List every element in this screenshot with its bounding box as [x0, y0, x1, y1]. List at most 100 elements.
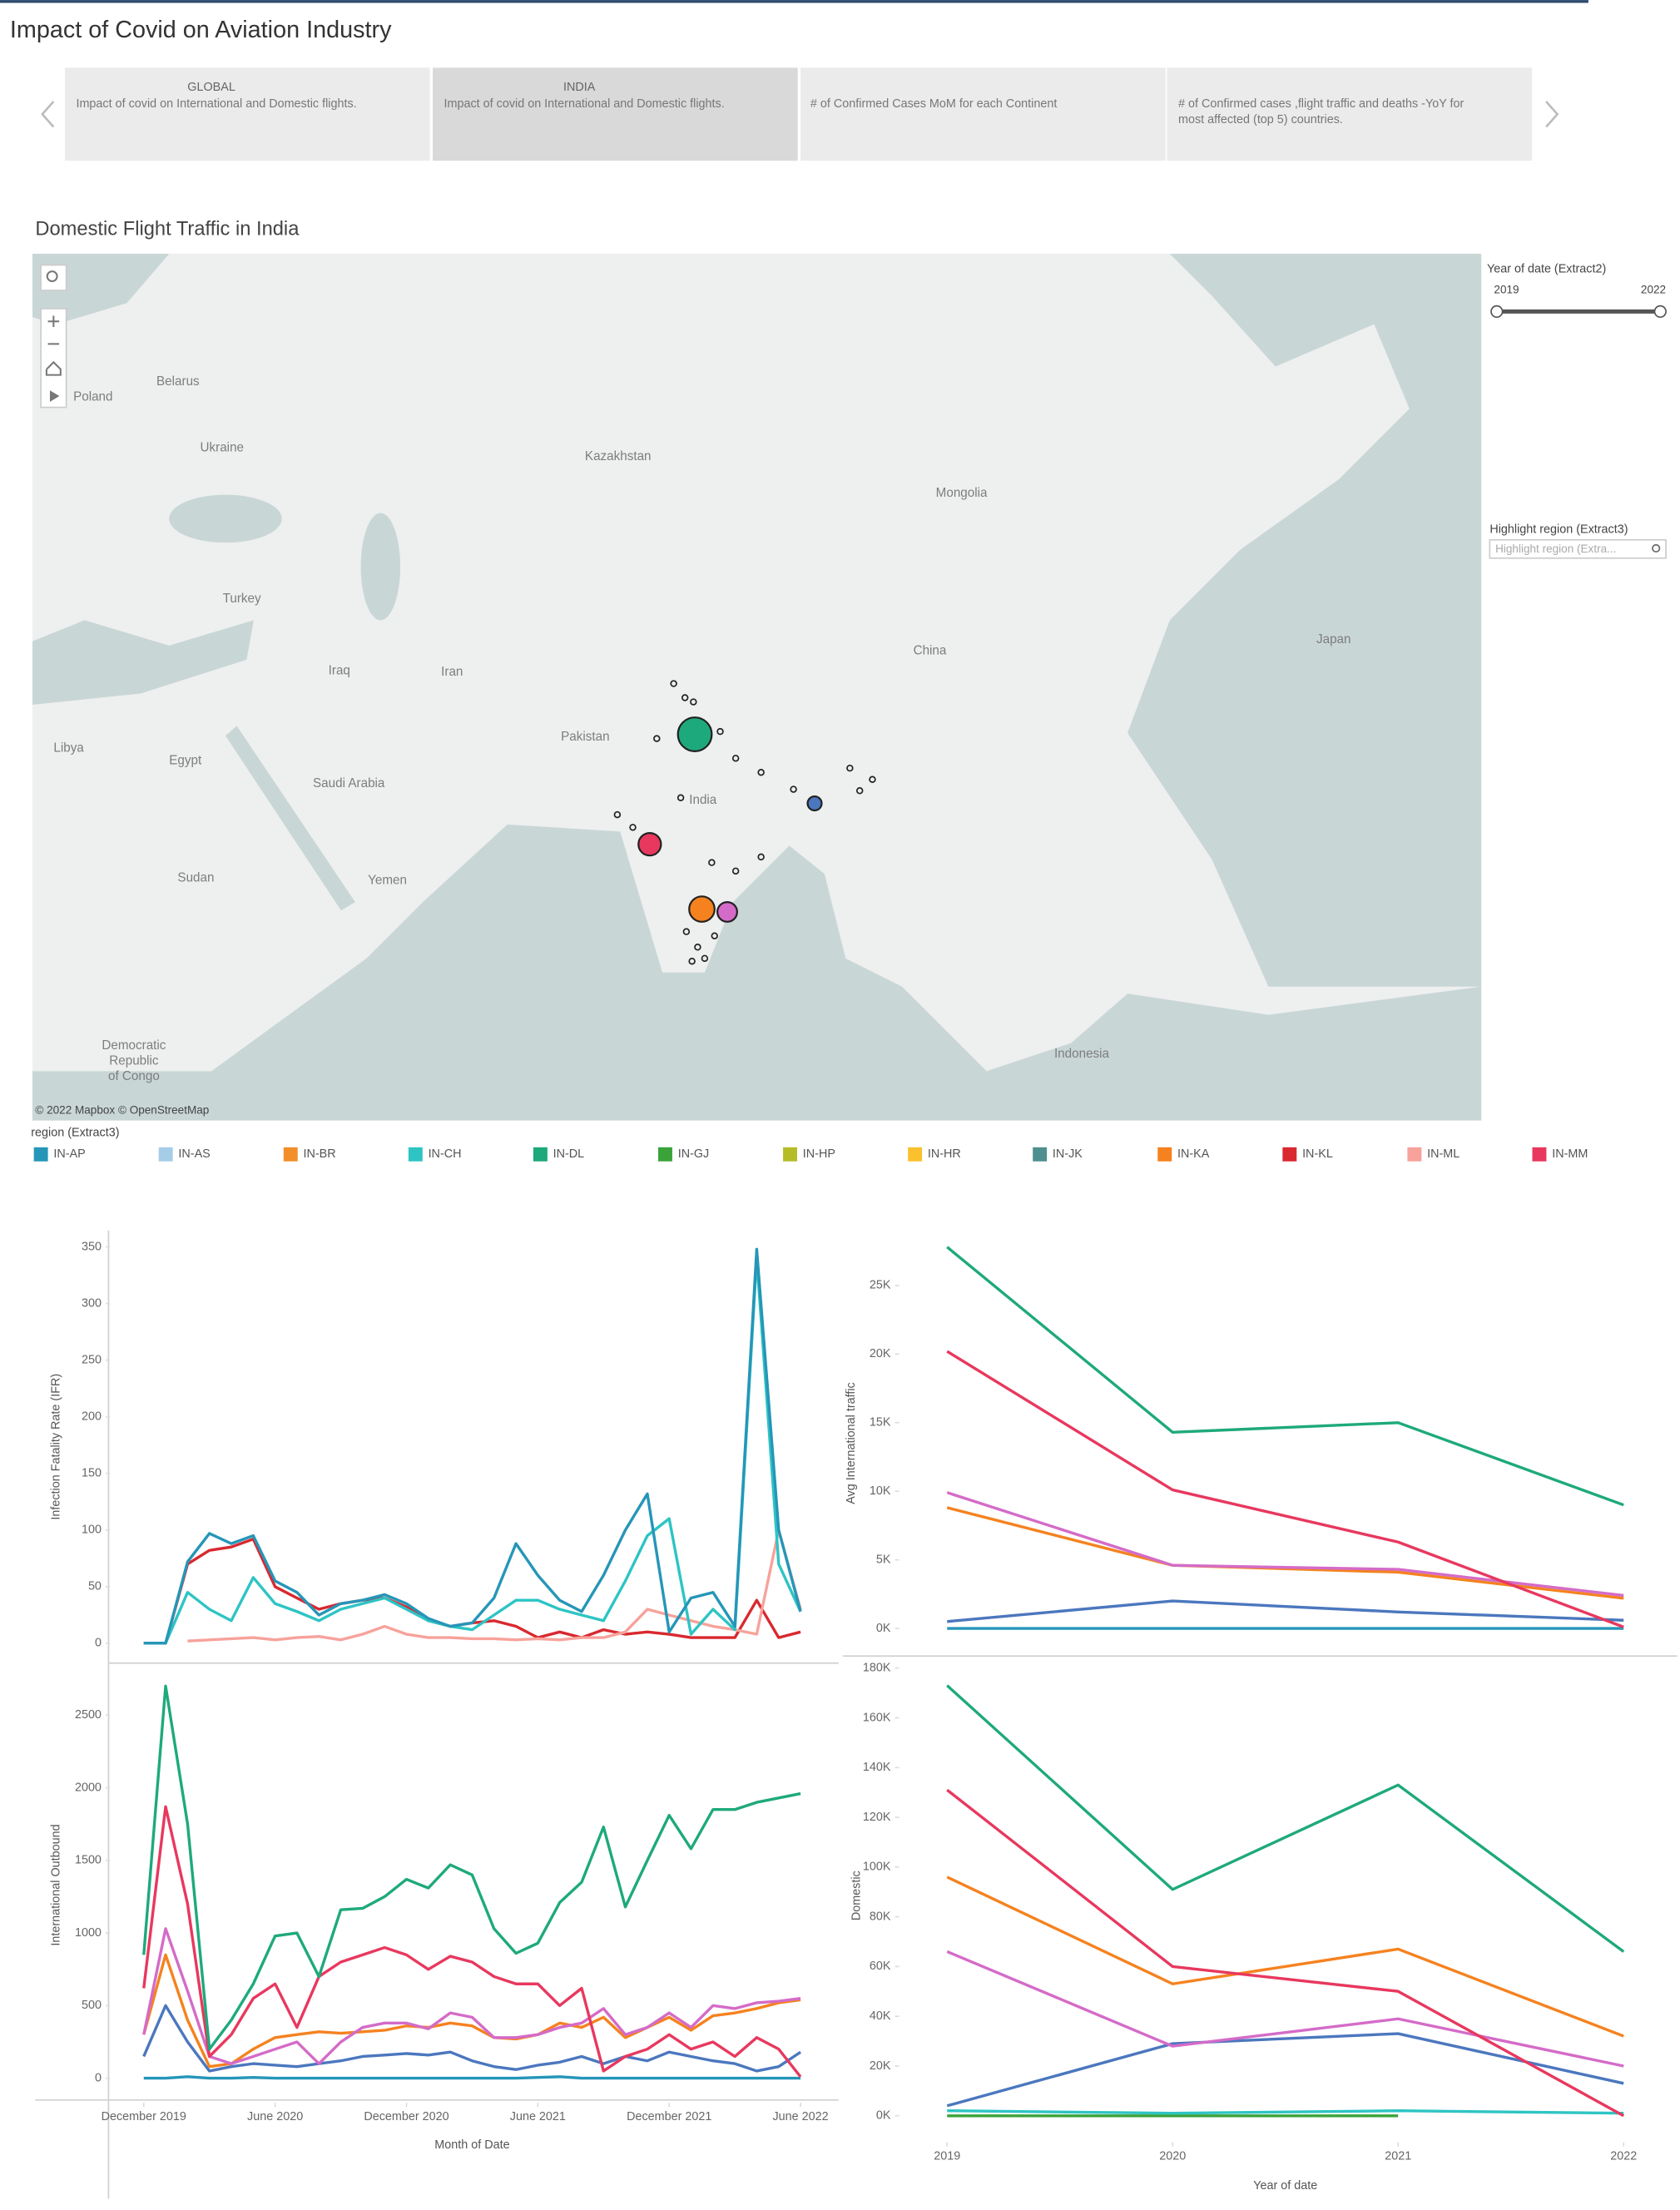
slider-min: 2019 — [1494, 284, 1519, 296]
series-line[interactable] — [946, 1950, 1624, 2068]
bubble[interactable] — [613, 810, 622, 819]
legend-label[interactable]: IN-JK — [1053, 1147, 1083, 1161]
bubble[interactable] — [790, 785, 797, 793]
legend-label[interactable]: IN-HR — [928, 1147, 961, 1161]
bubble[interactable] — [701, 954, 709, 963]
y-tick-label: 2500 — [75, 1708, 102, 1722]
legend-label[interactable]: IN-AS — [178, 1147, 210, 1161]
bubble[interactable] — [637, 831, 662, 857]
map-title: Domestic Flight Traffic in India — [35, 218, 300, 240]
legend-label[interactable]: IN-AP — [53, 1147, 85, 1161]
series-line[interactable] — [143, 2075, 801, 2080]
legend-swatch[interactable] — [283, 1147, 298, 1162]
y-tick-label: 20K — [870, 2059, 891, 2073]
bubble[interactable] — [653, 735, 661, 742]
map-label: Ukraine — [201, 441, 245, 455]
legend-swatch[interactable] — [908, 1147, 923, 1162]
legend-swatch[interactable] — [658, 1147, 672, 1162]
legend-swatch[interactable] — [783, 1147, 798, 1162]
slider-handle[interactable] — [1490, 305, 1504, 319]
filter-title: Year of date (Extract2) — [1487, 262, 1606, 275]
bubble[interactable] — [757, 853, 765, 861]
series-line[interactable] — [946, 2032, 1624, 2108]
legend-label[interactable]: IN-ML — [1427, 1147, 1459, 1161]
map-label: Republic — [109, 1054, 159, 1068]
bubble[interactable] — [670, 680, 677, 687]
bubble[interactable] — [731, 867, 740, 875]
legend-label[interactable]: IN-DL — [553, 1147, 585, 1161]
series-line[interactable] — [142, 1953, 801, 2069]
legend-swatch[interactable] — [533, 1147, 548, 1162]
bubble[interactable] — [694, 944, 701, 951]
bubble[interactable] — [869, 775, 876, 783]
map-label: Iran — [441, 665, 463, 679]
legend-label[interactable]: IN-MM — [1552, 1147, 1588, 1161]
series-line[interactable] — [946, 1684, 1625, 1953]
bubble[interactable] — [855, 787, 864, 795]
legend-swatch[interactable] — [1532, 1147, 1547, 1162]
bubble[interactable] — [676, 794, 685, 801]
bubble[interactable] — [711, 932, 718, 939]
prev-arrow[interactable] — [41, 101, 55, 128]
bubble[interactable] — [690, 698, 697, 706]
map-label: Turkey — [223, 592, 261, 606]
map-label: Iraq — [329, 663, 350, 677]
search-button[interactable] — [40, 264, 67, 291]
legend-swatch[interactable] — [1157, 1147, 1172, 1162]
series-line[interactable] — [143, 1256, 802, 1645]
series-line[interactable] — [946, 1788, 1625, 2118]
tab[interactable] — [800, 67, 1166, 161]
series-line[interactable] — [142, 1684, 801, 2051]
legend-swatch[interactable] — [408, 1147, 423, 1162]
series-line[interactable] — [947, 2108, 1624, 2115]
legend-label[interactable]: IN-KA — [1177, 1147, 1210, 1161]
tab[interactable] — [1167, 67, 1533, 161]
next-arrow[interactable] — [1545, 101, 1559, 128]
legend-swatch[interactable] — [33, 1147, 48, 1162]
tab[interactable] — [432, 67, 798, 161]
legend-label[interactable]: IN-KL — [1302, 1147, 1333, 1161]
bubble[interactable] — [731, 755, 740, 762]
bubble[interactable] — [676, 716, 713, 752]
bubble[interactable] — [708, 859, 716, 866]
legend-label[interactable]: IN-HP — [803, 1147, 835, 1161]
highlight-input[interactable] — [1489, 538, 1667, 559]
legend-swatch[interactable] — [1407, 1147, 1422, 1162]
slider-max: 2022 — [1641, 284, 1666, 296]
bubble[interactable] — [688, 957, 696, 965]
series-line[interactable] — [142, 1805, 802, 2078]
bubble[interactable] — [629, 824, 637, 831]
legend-swatch[interactable] — [158, 1147, 173, 1162]
map-label: Sudan — [177, 870, 214, 884]
series-line[interactable] — [142, 1927, 801, 2065]
series-line[interactable] — [946, 1246, 1624, 1507]
slider-handle[interactable] — [1653, 305, 1667, 319]
bubble[interactable] — [716, 900, 738, 923]
legend-label[interactable]: IN-BR — [304, 1147, 336, 1161]
series-line[interactable] — [947, 1599, 1624, 1623]
series-line[interactable] — [142, 2004, 802, 2073]
series-line[interactable] — [187, 1529, 802, 1643]
legend-swatch[interactable] — [1282, 1147, 1297, 1162]
legend-label[interactable]: IN-CH — [429, 1147, 462, 1161]
y-axis-title: Infection Fatality Rate (IFR) — [50, 1374, 63, 1520]
bubble[interactable] — [688, 895, 716, 923]
y-tick-label: 120K — [863, 1811, 891, 1824]
bubble[interactable] — [682, 928, 691, 935]
series-line[interactable] — [143, 1537, 801, 1645]
bubble[interactable] — [716, 727, 724, 736]
series-line[interactable] — [143, 1247, 802, 1645]
series-line[interactable] — [946, 1491, 1624, 1598]
bubble[interactable] — [846, 764, 854, 772]
legend-swatch[interactable] — [1033, 1147, 1048, 1162]
y-tick-label: 15K — [870, 1416, 891, 1430]
tab[interactable] — [64, 67, 430, 161]
y-tick-label: 0K — [876, 1622, 891, 1635]
legend-label[interactable]: IN-GJ — [678, 1147, 710, 1161]
bubble[interactable] — [806, 795, 823, 812]
series-line[interactable] — [946, 1350, 1624, 1628]
bubble[interactable] — [757, 769, 765, 776]
series-line[interactable] — [946, 1876, 1624, 2038]
bubble[interactable] — [681, 694, 689, 701]
story-tabs: GLOBAL Impact of covid on International a… — [64, 67, 1533, 161]
